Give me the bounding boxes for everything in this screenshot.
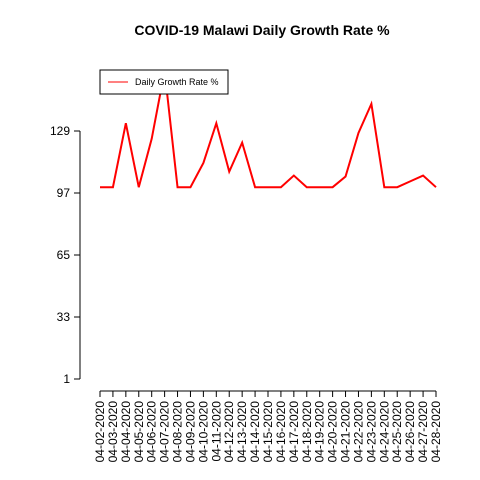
- data-point: [125, 122, 127, 124]
- x-tick-label: 04-19-2020: [313, 401, 327, 463]
- x-tick-label: 04-23-2020: [364, 401, 378, 463]
- x-tick-label: 04-14-2020: [248, 401, 262, 463]
- y-tick-label: 97: [57, 186, 71, 200]
- data-point: [138, 186, 140, 188]
- x-tick-label: 04-22-2020: [351, 401, 365, 463]
- x-tick-label: 04-21-2020: [339, 401, 353, 463]
- data-point: [357, 132, 359, 134]
- x-tick-label: 04-03-2020: [106, 401, 120, 463]
- data-point: [189, 186, 191, 188]
- x-tick-label: 04-08-2020: [171, 401, 185, 463]
- data-point: [280, 186, 282, 188]
- x-tick-label: 04-27-2020: [416, 401, 430, 463]
- data-point: [202, 162, 204, 164]
- data-point: [383, 186, 385, 188]
- x-tick-label: 04-05-2020: [132, 401, 146, 463]
- data-point: [177, 186, 179, 188]
- data-point: [345, 176, 347, 178]
- x-tick-label: 04-09-2020: [183, 401, 197, 463]
- x-tick-label: 04-16-2020: [274, 401, 288, 463]
- chart-title: COVID-19 Malawi Daily Growth Rate %: [134, 22, 390, 38]
- data-point: [293, 175, 295, 177]
- legend-label: Daily Growth Rate %: [135, 77, 219, 87]
- data-point: [332, 186, 334, 188]
- y-tick-label: 129: [50, 124, 70, 138]
- y-tick-label: 65: [57, 248, 71, 262]
- x-tick-label: 04-26-2020: [403, 401, 417, 463]
- data-point: [112, 186, 114, 188]
- x-tick-label: 04-18-2020: [300, 401, 314, 463]
- y-axis: 1 33 65 97 129: [50, 124, 81, 386]
- x-tick-label: 04-13-2020: [235, 401, 249, 463]
- x-tick-label: 04-17-2020: [287, 401, 301, 463]
- data-point: [435, 186, 437, 188]
- data-point: [215, 122, 217, 124]
- x-tick-label: 04-28-2020: [429, 401, 443, 463]
- x-tick-label: 04-04-2020: [119, 401, 133, 463]
- x-tick-label: 04-10-2020: [196, 401, 210, 463]
- data-point: [241, 142, 243, 144]
- data-point: [254, 186, 256, 188]
- data-point: [319, 186, 321, 188]
- data-point: [422, 175, 424, 177]
- data-point: [151, 138, 153, 140]
- x-tick-label: 04-15-2020: [261, 401, 275, 463]
- legend: Daily Growth Rate %: [99, 69, 229, 95]
- data-point: [409, 180, 411, 182]
- x-tick-label: 04-11-2020: [209, 401, 223, 462]
- x-tick-label: 04-06-2020: [145, 401, 159, 463]
- series-line: [100, 70, 437, 189]
- data-point: [370, 103, 372, 105]
- x-tick-label: 04-25-2020: [390, 401, 404, 463]
- y-tick-label: 33: [57, 310, 71, 324]
- x-tick-label: 04-24-2020: [377, 401, 391, 463]
- data-point: [306, 186, 308, 188]
- x-axis: 04-02-202004-03-202004-04-202004-05-2020…: [93, 390, 443, 463]
- x-tick-label: 04-12-2020: [222, 401, 236, 463]
- x-tick-label: 04-20-2020: [326, 401, 340, 463]
- series-layer: [99, 70, 437, 189]
- data-point: [228, 171, 230, 173]
- data-point: [396, 186, 398, 188]
- x-tick-label: 04-02-2020: [93, 401, 107, 463]
- data-point: [267, 186, 269, 188]
- y-tick-label: 1: [63, 372, 70, 386]
- data-point: [99, 186, 101, 188]
- x-tick-label: 04-07-2020: [158, 401, 172, 463]
